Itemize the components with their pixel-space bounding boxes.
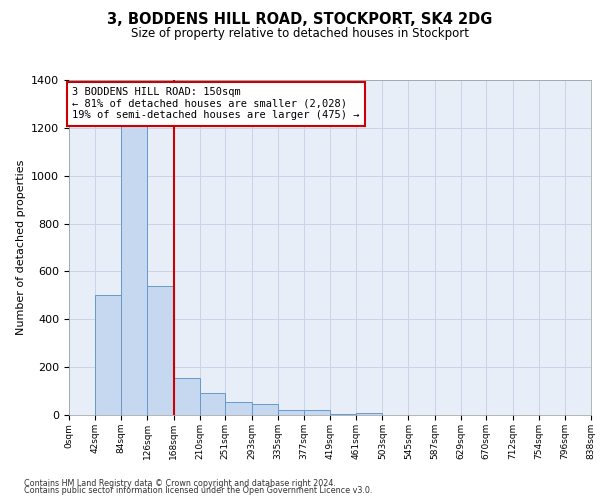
Bar xyxy=(330,414,356,415)
Bar xyxy=(226,402,251,415)
Bar xyxy=(304,410,330,415)
Bar xyxy=(251,404,278,415)
Bar xyxy=(278,410,304,415)
Bar xyxy=(200,394,226,415)
Text: Contains HM Land Registry data © Crown copyright and database right 2024.: Contains HM Land Registry data © Crown c… xyxy=(24,478,336,488)
Bar xyxy=(95,296,121,415)
Bar xyxy=(121,116,148,415)
Text: 3, BODDENS HILL ROAD, STOCKPORT, SK4 2DG: 3, BODDENS HILL ROAD, STOCKPORT, SK4 2DG xyxy=(107,12,493,28)
Bar xyxy=(356,412,382,415)
Text: 3 BODDENS HILL ROAD: 150sqm
← 81% of detached houses are smaller (2,028)
19% of : 3 BODDENS HILL ROAD: 150sqm ← 81% of det… xyxy=(72,87,359,120)
Bar xyxy=(148,286,173,415)
Bar xyxy=(173,378,200,415)
Y-axis label: Number of detached properties: Number of detached properties xyxy=(16,160,26,335)
Text: Size of property relative to detached houses in Stockport: Size of property relative to detached ho… xyxy=(131,28,469,40)
Text: Contains public sector information licensed under the Open Government Licence v3: Contains public sector information licen… xyxy=(24,486,373,495)
